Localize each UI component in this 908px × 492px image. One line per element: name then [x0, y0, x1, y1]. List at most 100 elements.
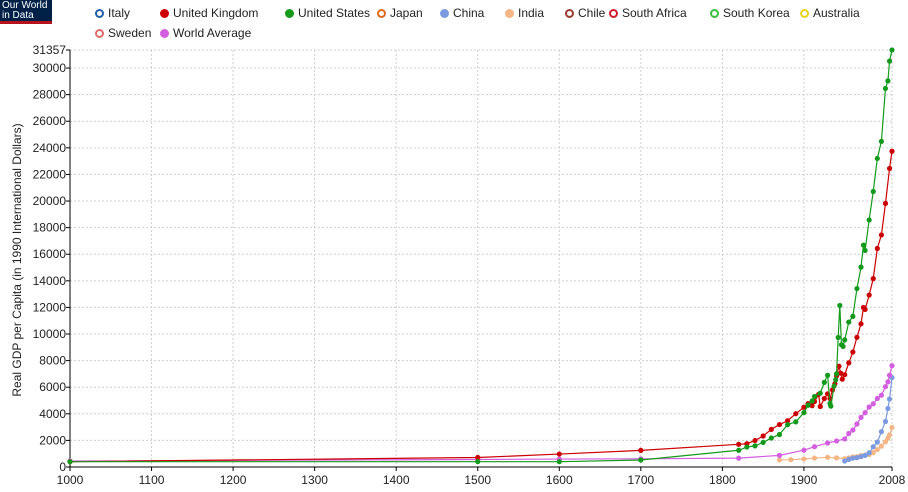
- data-point-india: [870, 450, 876, 456]
- data-point-united-states: [805, 402, 811, 408]
- data-point-united-kingdom: [889, 148, 895, 154]
- data-point-united-states: [833, 371, 840, 377]
- y-tick-label: 2000: [39, 433, 66, 447]
- legend-label: Sweden: [108, 26, 152, 40]
- data-point-united-states: [556, 459, 562, 465]
- data-point-united-kingdom: [846, 360, 852, 366]
- data-point-united-states: [67, 459, 73, 465]
- x-tick-label: 1900: [791, 473, 818, 487]
- legend-item-south-korea[interactable]: South Korea: [710, 6, 790, 20]
- legend-label: India: [518, 6, 545, 20]
- legend-item-china[interactable]: China: [440, 6, 484, 20]
- data-point-united-states: [860, 242, 867, 248]
- data-point-united-kingdom: [858, 321, 864, 327]
- legend-item-south-africa[interactable]: South Africa: [609, 6, 687, 20]
- x-tick-label: 1000: [57, 473, 84, 487]
- legend-item-chile[interactable]: Chile: [565, 6, 605, 20]
- data-point-china: [874, 439, 880, 445]
- legend-item-australia[interactable]: Australia: [800, 6, 860, 20]
- chart-series: [67, 47, 895, 465]
- data-point-united-states: [854, 285, 860, 292]
- data-point-china: [854, 455, 860, 461]
- data-point-world-average: [889, 363, 895, 369]
- data-point-united-states: [760, 439, 766, 446]
- legend-item-italy[interactable]: Italy: [95, 6, 130, 20]
- data-point-united-kingdom: [878, 232, 884, 238]
- series-line-united-states: [70, 49, 893, 463]
- series-line-united-kingdom: [69, 151, 893, 463]
- data-point-united-kingdom: [768, 426, 774, 432]
- data-point-united-kingdom: [886, 165, 893, 172]
- legend-item-world-average[interactable]: World Average: [160, 26, 251, 40]
- data-point-united-kingdom: [874, 245, 880, 252]
- data-point-united-kingdom: [793, 411, 799, 417]
- data-point-united-states: [840, 343, 846, 350]
- data-point-united-states: [837, 302, 843, 309]
- data-point-world-average: [736, 455, 742, 461]
- data-point-united-kingdom: [870, 276, 876, 282]
- data-point-united-kingdom: [862, 306, 868, 313]
- y-tick-label: 16000: [33, 247, 67, 261]
- legend-label: Japan: [390, 6, 423, 20]
- data-point-world-average: [874, 395, 880, 402]
- series-united-kingdom: [67, 148, 895, 465]
- chart-axes: 1000 1100 1200 1300 1400 1500 1600 1700 1800 1900…: [33, 43, 906, 487]
- legend-marker-icon: [285, 8, 294, 18]
- data-point-china: [862, 452, 868, 458]
- data-point-united-states: [821, 379, 827, 385]
- data-point-world-average: [854, 421, 860, 427]
- data-point-world-average: [801, 447, 807, 453]
- series-united-states: [67, 47, 895, 465]
- data-point-united-kingdom: [882, 200, 889, 207]
- y-tick-label: 14000: [33, 274, 67, 288]
- data-point-india: [886, 432, 893, 438]
- data-point-world-average: [886, 372, 893, 378]
- legend-label: United Kingdom: [173, 6, 259, 20]
- data-point-united-kingdom: [817, 403, 823, 410]
- legend-marker-icon: [505, 8, 514, 18]
- y-tick-label: 6000: [39, 380, 66, 394]
- data-point-united-states: [744, 444, 750, 450]
- legend-marker-icon: [565, 8, 574, 18]
- series-china: [842, 374, 895, 464]
- data-point-india: [874, 446, 880, 453]
- data-point-united-kingdom: [809, 403, 815, 409]
- data-point-india: [801, 456, 807, 462]
- data-point-united-states: [824, 372, 831, 378]
- legend-item-sweden[interactable]: Sweden: [95, 26, 151, 40]
- data-point-united-states: [828, 403, 834, 409]
- data-point-world-average: [878, 392, 884, 398]
- legend-item-united-states[interactable]: United States: [285, 6, 370, 20]
- data-point-united-states: [801, 409, 807, 416]
- data-point-united-states: [882, 85, 889, 92]
- data-point-united-kingdom: [866, 292, 872, 298]
- data-point-world-average: [811, 444, 818, 450]
- legend-marker-icon: [160, 28, 169, 38]
- x-tick-label: 2008: [879, 473, 906, 487]
- legend-marker-icon: [160, 8, 169, 18]
- data-point-china: [885, 405, 891, 412]
- legend-label: World Average: [173, 26, 252, 40]
- y-tick-label: 24000: [33, 141, 67, 155]
- legend-label: China: [453, 6, 485, 20]
- data-point-united-states: [817, 390, 823, 396]
- data-point-united-states: [809, 398, 815, 404]
- legend-label: United States: [298, 6, 371, 20]
- data-point-united-kingdom: [776, 421, 783, 428]
- legend-item-india[interactable]: India: [505, 6, 544, 20]
- x-tick-label: 1100: [139, 473, 165, 487]
- data-point-india: [776, 457, 783, 463]
- data-point-india: [788, 457, 794, 463]
- legend-item-japan[interactable]: Japan: [377, 6, 423, 20]
- data-point-china: [886, 396, 893, 402]
- legend-item-united-kingdom[interactable]: United Kingdom: [160, 6, 258, 20]
- legend-label: Chile: [578, 6, 606, 20]
- x-tick-label: 1500: [464, 473, 491, 487]
- data-point-china: [878, 429, 884, 435]
- data-point-united-kingdom: [836, 363, 842, 369]
- legend-marker-icon: [710, 8, 719, 18]
- data-point-united-states: [874, 155, 880, 162]
- data-point-united-states: [850, 313, 856, 319]
- data-point-united-states: [858, 264, 864, 270]
